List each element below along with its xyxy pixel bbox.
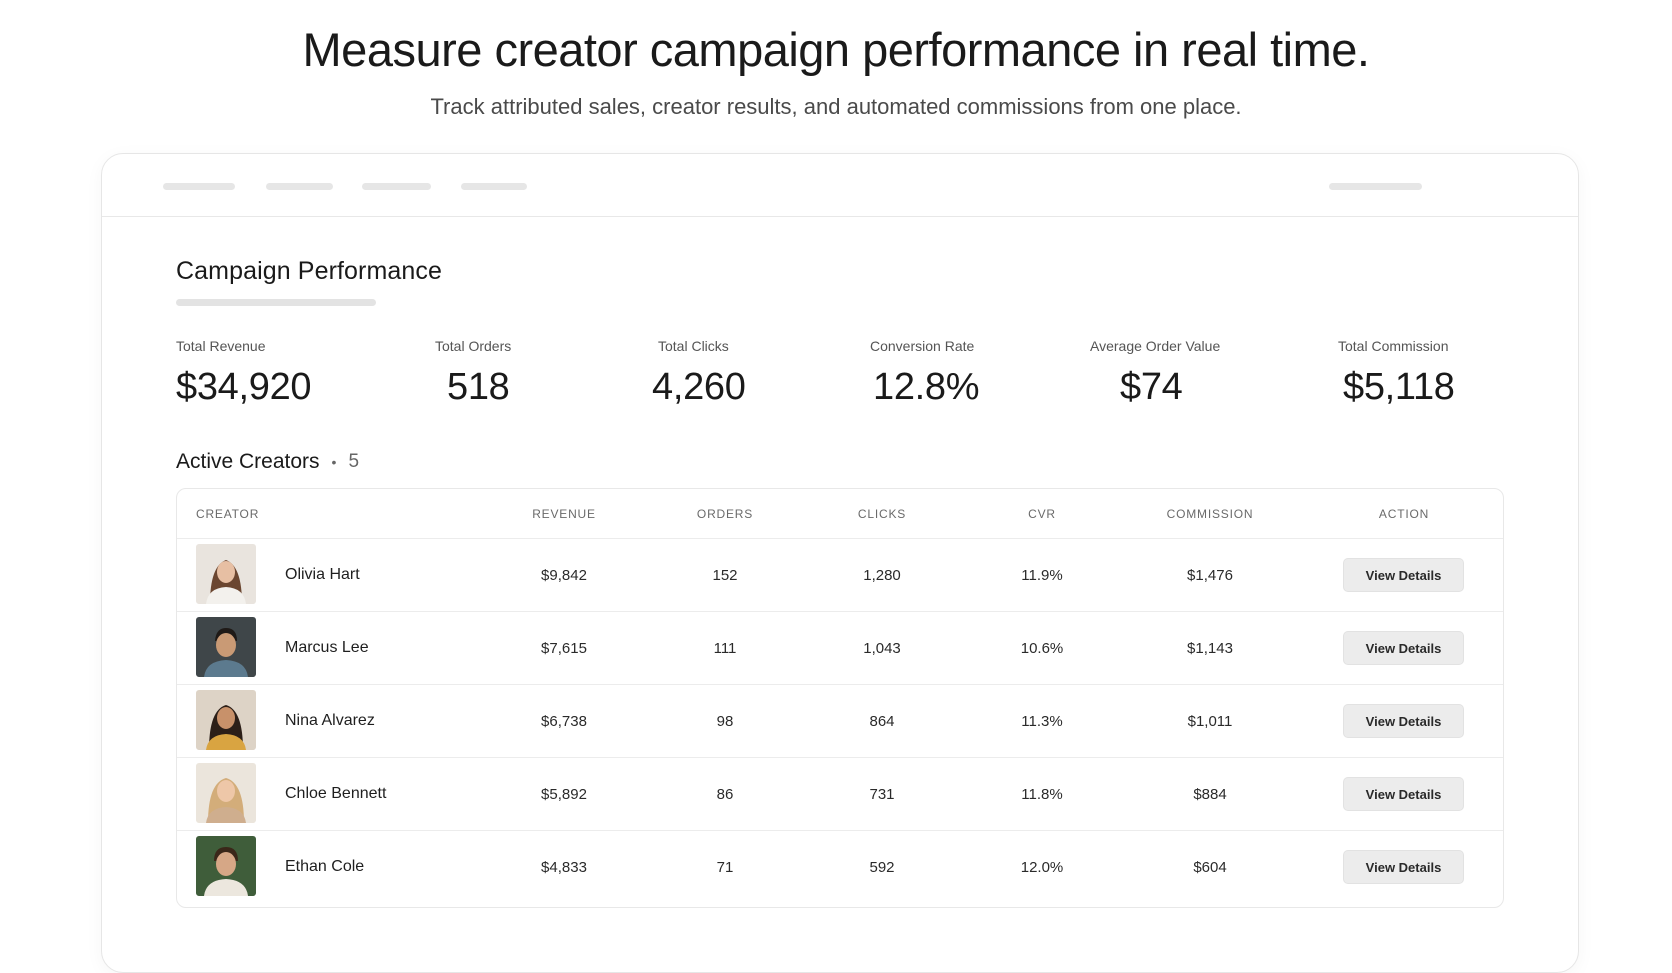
nav-placeholder-2[interactable]: [266, 183, 333, 190]
creator-name[interactable]: Ethan Cole: [285, 858, 365, 875]
section-title: Campaign Performance: [176, 257, 443, 285]
avatar: [196, 544, 256, 604]
cell-cvr: 12.0%: [1020, 859, 1064, 876]
col-orders[interactable]: ORDERS: [696, 507, 754, 521]
active-creators-label: Active Creators: [176, 450, 320, 473]
creator-name[interactable]: Olivia Hart: [285, 566, 360, 583]
separator-dot: •: [331, 454, 337, 470]
metric-value: 12.8%: [873, 366, 980, 408]
view-details-button[interactable]: View Details: [1343, 704, 1464, 738]
metric-label: Average Order Value: [1090, 338, 1221, 354]
metric-value: $5,118: [1343, 366, 1455, 408]
nav-placeholder-4[interactable]: [461, 183, 527, 190]
active-creators-count: 5: [348, 451, 360, 472]
view-details-button[interactable]: View Details: [1343, 631, 1464, 665]
avatar: [196, 617, 256, 677]
hero-title: Measure creator campaign performance in …: [302, 23, 1370, 76]
cell-orders: 152: [712, 567, 738, 584]
table-row[interactable]: Marcus Lee $7,615 111 1,043 10.6% $1,143…: [177, 612, 1503, 685]
table-row[interactable]: Chloe Bennett $5,892 86 731 11.8% $884 V…: [177, 758, 1503, 831]
creator-name[interactable]: Marcus Lee: [285, 639, 369, 656]
cell-clicks: 1,043: [863, 640, 901, 657]
dashboard-card: Campaign Performance Total Revenue $34,9…: [101, 153, 1579, 973]
view-details-button[interactable]: View Details: [1343, 777, 1464, 811]
creators-table: CREATOR REVENUE ORDERS CLICKS CVR COMMIS…: [176, 488, 1504, 908]
avatar: [196, 690, 256, 750]
section-underline: [176, 299, 376, 306]
cell-cvr: 11.8%: [1021, 786, 1063, 803]
view-details-button[interactable]: View Details: [1343, 558, 1464, 592]
cell-orders: 98: [716, 713, 734, 730]
table-header: CREATOR REVENUE ORDERS CLICKS CVR COMMIS…: [177, 489, 1503, 539]
creator-name[interactable]: Chloe Bennett: [285, 785, 387, 802]
cell-cvr: 11.9%: [1021, 567, 1063, 584]
avatar: [196, 763, 256, 823]
view-details-button[interactable]: View Details: [1343, 850, 1464, 884]
cell-revenue: $5,892: [541, 786, 587, 803]
cell-orders: 86: [716, 786, 734, 803]
cell-revenue: $9,842: [541, 567, 587, 584]
active-creators-heading: Active Creators • 5: [176, 450, 359, 474]
cell-commission: $1,476: [1187, 567, 1233, 584]
col-commission[interactable]: COMMISSION: [1166, 507, 1254, 521]
metric-value: $34,920: [176, 366, 312, 408]
nav-placeholder-1[interactable]: [163, 183, 235, 190]
metric-label: Total Clicks: [658, 338, 729, 354]
metric-value: 4,260: [652, 366, 746, 408]
metric-label: Total Orders: [435, 338, 512, 354]
account-placeholder[interactable]: [1329, 183, 1422, 190]
col-revenue[interactable]: REVENUE: [532, 507, 596, 521]
col-cvr[interactable]: CVR: [1028, 507, 1056, 521]
metric-label: Total Revenue: [176, 338, 266, 354]
cell-cvr: 11.3%: [1021, 713, 1063, 730]
metric-label: Conversion Rate: [870, 338, 975, 354]
table-row[interactable]: Ethan Cole $4,833 71 592 12.0% $604 View…: [177, 831, 1503, 904]
cell-commission: $604: [1193, 859, 1227, 876]
avatar: [196, 836, 256, 896]
metric-label: Total Commission: [1338, 338, 1449, 354]
col-action: ACTION: [1378, 507, 1430, 521]
cell-revenue: $7,615: [541, 640, 587, 657]
cell-orders: 71: [716, 859, 734, 876]
cell-cvr: 10.6%: [1020, 640, 1064, 657]
cell-clicks: 1,280: [863, 567, 901, 584]
cell-commission: $1,143: [1187, 640, 1233, 657]
cell-orders: 111: [713, 640, 737, 657]
cell-clicks: 592: [869, 859, 895, 876]
dashboard-topbar: [102, 154, 1578, 217]
col-clicks[interactable]: CLICKS: [857, 507, 907, 521]
nav-placeholder-3[interactable]: [362, 183, 431, 190]
table-row[interactable]: Nina Alvarez $6,738 98 864 11.3% $1,011 …: [177, 685, 1503, 758]
col-creator[interactable]: CREATOR: [196, 507, 260, 521]
creator-name[interactable]: Nina Alvarez: [285, 712, 375, 729]
metric-value: 518: [447, 366, 510, 408]
metric-value: $74: [1120, 366, 1183, 408]
cell-revenue: $6,738: [541, 713, 587, 730]
cell-commission: $1,011: [1187, 713, 1233, 730]
hero-subtitle: Track attributed sales, creator results,…: [430, 94, 1242, 119]
table-row[interactable]: Olivia Hart $9,842 152 1,280 11.9% $1,47…: [177, 539, 1503, 612]
cell-clicks: 864: [869, 713, 895, 730]
cell-clicks: 731: [869, 786, 895, 803]
cell-revenue: $4,833: [541, 859, 587, 876]
cell-commission: $884: [1193, 786, 1227, 803]
